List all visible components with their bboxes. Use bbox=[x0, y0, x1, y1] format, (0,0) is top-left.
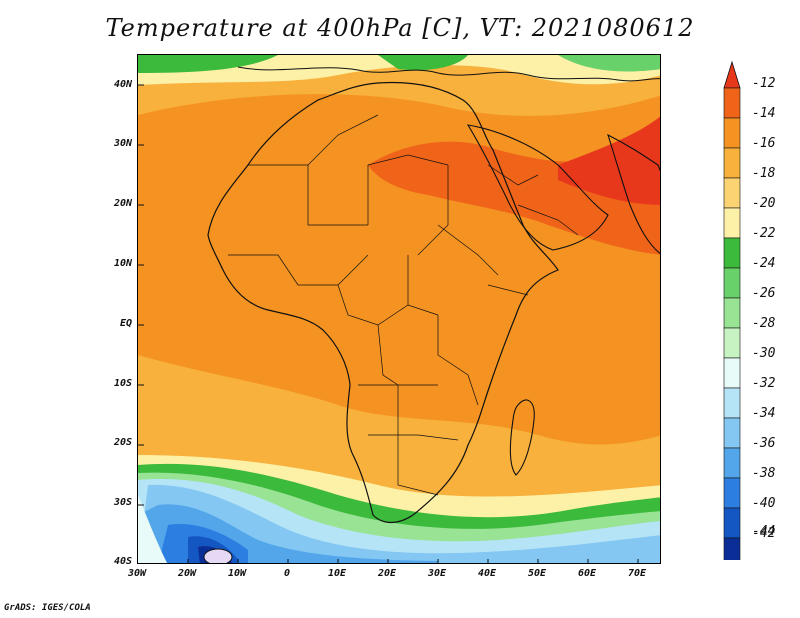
colorbar-cell bbox=[723, 447, 741, 479]
field-minus44-core bbox=[203, 548, 233, 563]
field-green-nw bbox=[138, 55, 278, 73]
field-minus34-south bbox=[138, 484, 660, 563]
lat-label-10s: 10S bbox=[113, 378, 132, 389]
lon-label-70e: 70E bbox=[627, 568, 647, 579]
colorbar-cell bbox=[723, 267, 741, 299]
lat-label-eq: EQ bbox=[119, 318, 132, 329]
lon-label-20e: 20E bbox=[377, 568, 397, 579]
lon-label-0: 0 bbox=[283, 568, 291, 579]
colorbar-label-minus26: -26 bbox=[752, 286, 776, 301]
colorbar-cell bbox=[723, 147, 741, 179]
colorbar-cells bbox=[723, 60, 741, 560]
colorbar-cell bbox=[723, 177, 741, 209]
colorbar-cell bbox=[723, 327, 741, 359]
lon-label-10e: 10E bbox=[327, 568, 347, 579]
lon-label-20w: 20W bbox=[177, 568, 197, 579]
colorbar-label-minus24: -24 bbox=[752, 256, 776, 271]
field-minus12-core bbox=[558, 116, 660, 205]
lon-label-60e: 60E bbox=[577, 568, 597, 579]
colorbar-cell bbox=[723, 507, 741, 539]
field-minus22-north bbox=[138, 55, 660, 85]
lat-label-10n: 10N bbox=[113, 258, 132, 269]
field-minus14-core bbox=[368, 117, 660, 255]
lat-label-20s: 20S bbox=[113, 437, 132, 448]
colorbar-label-minus36: -36 bbox=[752, 436, 776, 451]
lon-label-30e: 30E bbox=[427, 568, 447, 579]
lat-label-30n: 30N bbox=[113, 138, 132, 149]
lon-label-10w: 10W bbox=[227, 568, 247, 579]
colorbar-cell bbox=[723, 87, 741, 119]
grads-credit: GrADS: IGES/COLA bbox=[4, 603, 91, 613]
colorbar-label-minus34: -34 bbox=[752, 406, 776, 421]
field-green-ne bbox=[558, 55, 660, 72]
colorbar-label-minus12: -12 bbox=[752, 76, 776, 91]
colorbar-cell bbox=[723, 417, 741, 449]
map-title: Temperature at 400hPa [C], VT: 202108061… bbox=[105, 14, 695, 42]
colorbar-label-minus42: -42 bbox=[752, 526, 776, 541]
colorbar-cell bbox=[723, 117, 741, 149]
colorbar-cell bbox=[723, 237, 741, 269]
field-minus30-sw bbox=[138, 495, 168, 563]
lon-label-30w: 30W bbox=[127, 568, 147, 579]
lat-label-40n: 40N bbox=[113, 79, 132, 90]
colorbar-cell bbox=[723, 297, 741, 329]
colorbar-label-minus44: -44 bbox=[752, 524, 776, 539]
colorbar-label-minus16: -16 bbox=[752, 136, 776, 151]
colorbar-label-minus14: -14 bbox=[752, 106, 776, 121]
colorbar-label-minus20: -20 bbox=[752, 196, 776, 211]
colorbar-top-triangle bbox=[723, 60, 741, 89]
colorbar bbox=[723, 60, 741, 560]
temperature-map bbox=[137, 54, 661, 564]
colorbar-label-minus30: -30 bbox=[752, 346, 776, 361]
lat-label-30s: 30S bbox=[113, 497, 132, 508]
colorbar-cell bbox=[723, 207, 741, 239]
frame-ticks bbox=[138, 84, 639, 563]
colorbar-cell bbox=[723, 387, 741, 419]
colorbar-label-minus32: -32 bbox=[752, 376, 776, 391]
field-green-med bbox=[378, 55, 468, 71]
colorbar-cell bbox=[723, 477, 741, 509]
colorbar-label-minus38: -38 bbox=[752, 466, 776, 481]
madagascar-coastline bbox=[509, 399, 535, 476]
africa-coastline bbox=[207, 81, 559, 524]
colorbar-cell bbox=[723, 537, 741, 560]
india-coastline bbox=[607, 133, 660, 255]
arabian-coastline bbox=[466, 124, 609, 251]
map-canvas bbox=[138, 55, 660, 563]
colorbar-label-minus18: -18 bbox=[752, 166, 776, 181]
lat-label-40s: 40S bbox=[113, 556, 132, 567]
lon-label-50e: 50E bbox=[527, 568, 547, 579]
colorbar-cell bbox=[723, 357, 741, 389]
colorbar-label-minus22: -22 bbox=[752, 226, 776, 241]
colorbar-label-minus28: -28 bbox=[752, 316, 776, 331]
colorbar-label-minus40: -40 bbox=[752, 496, 776, 511]
lon-label-40e: 40E bbox=[477, 568, 497, 579]
mediterranean-coast bbox=[237, 66, 660, 82]
lat-label-20n: 20N bbox=[113, 198, 132, 209]
country-borders bbox=[228, 114, 579, 496]
